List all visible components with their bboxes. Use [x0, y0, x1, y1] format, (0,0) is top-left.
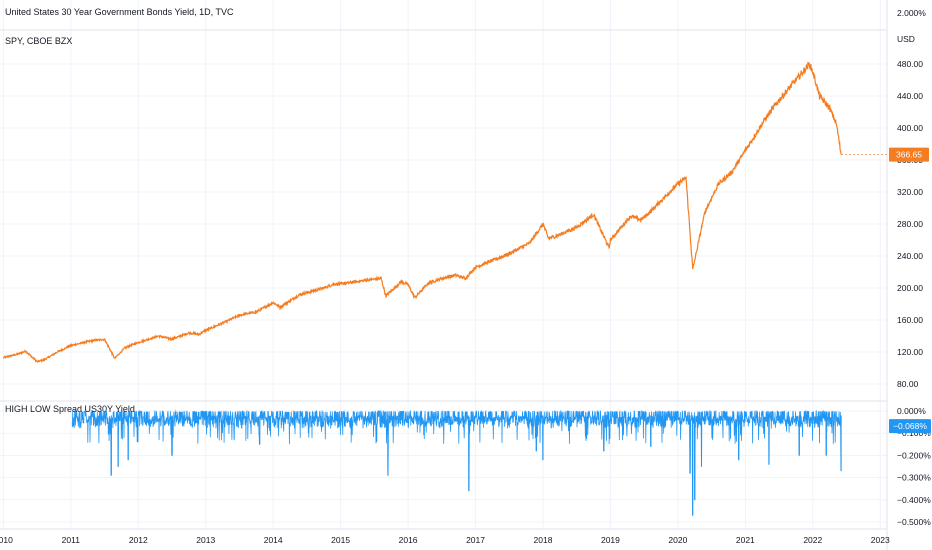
- spread-y-tick-label: −0.500%: [897, 517, 931, 527]
- spread-value-axis: 0.000% −0.100% −0.200% −0.300% −0.400% −0.500…: [897, 406, 931, 527]
- spread-last-value-box: [889, 419, 931, 434]
- x-tick-label: 2016: [399, 535, 418, 545]
- spy-y-tick-label: 200.00: [897, 283, 923, 293]
- spy-y-tick-label: 240.00: [897, 251, 923, 261]
- x-tick-label: 2011: [62, 535, 81, 545]
- x-tick-label: 2018: [534, 535, 553, 545]
- spy-last-value-text: 366.65: [896, 150, 922, 160]
- spread-y-tick-label: −0.200%: [897, 450, 931, 460]
- x-tick-label: 2021: [736, 535, 755, 545]
- x-tick-label: 2022: [803, 535, 822, 545]
- top-pane-title: United States 30 Year Government Bonds Y…: [5, 7, 234, 17]
- x-tick-label: 2010: [0, 535, 13, 545]
- spread-series: [71, 409, 842, 516]
- spy-pane-unit-label: USD: [897, 34, 915, 44]
- x-tick-label: 2012: [129, 535, 148, 545]
- spy-last-value-box: [889, 147, 929, 162]
- spy-price-line: [2, 61, 842, 364]
- spy-price-axis: 480.00440.00400.00360.00320.00280.00240.…: [897, 59, 923, 389]
- spy-y-tick-label: 80.00: [897, 379, 919, 389]
- top-pane-axis-label: 2.000%: [897, 8, 926, 18]
- time-axis: 2010 2011 2012 2013 2014 2015 2016 2017 2018 2019…: [0, 535, 890, 545]
- spy-price-series: [2, 61, 842, 364]
- spread-pane-title: HIGH LOW Spread US30Y Yield: [5, 404, 135, 414]
- spread-y-tick-label: −0.400%: [897, 495, 931, 505]
- spread-y-tick-label: −0.100%: [897, 428, 931, 438]
- spy-y-tick-label: 400.00: [897, 123, 923, 133]
- x-tick-label: 2023: [871, 535, 890, 545]
- spread-line: [71, 409, 842, 516]
- spy-y-tick-label: 160.00: [897, 315, 923, 325]
- spy-y-tick-label: 440.00: [897, 91, 923, 101]
- spread-y-tick-label: 0.000%: [897, 406, 926, 416]
- x-tick-label: 2014: [264, 535, 283, 545]
- spy-y-tick-label: 480.00: [897, 59, 923, 69]
- spread-y-tick-label: −0.300%: [897, 473, 931, 483]
- x-tick-label: 2013: [196, 535, 215, 545]
- spy-y-tick-label: 280.00: [897, 219, 923, 229]
- grid-lines: [0, 0, 887, 529]
- spread-last-value-text: −0.068%: [893, 421, 927, 431]
- spread-last-value-badge: −0.068%: [889, 419, 931, 434]
- spy-last-value-badge: 366.65: [841, 147, 929, 162]
- x-tick-label: 2020: [668, 535, 687, 545]
- spy-y-tick-label: 120.00: [897, 347, 923, 357]
- x-tick-label: 2017: [466, 535, 485, 545]
- x-tick-label: 2015: [331, 535, 350, 545]
- spy-y-tick-label: 320.00: [897, 187, 923, 197]
- spy-pane-title: SPY, CBOE BZX: [5, 36, 72, 46]
- x-tick-label: 2019: [601, 535, 620, 545]
